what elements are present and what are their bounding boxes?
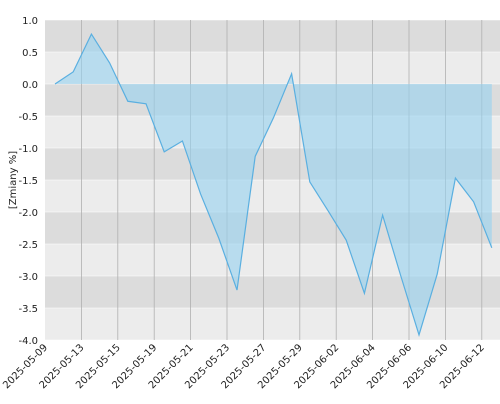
y-tick-label: 0.5 [22,48,38,59]
y-tick-label: -2.0 [18,208,38,219]
y-tick-label: -2.5 [18,240,38,251]
y-tick-label: 0.0 [22,80,38,91]
y-tick-label: -1.0 [18,144,38,155]
band [45,20,500,52]
band [45,308,500,340]
line [54,32,493,337]
y-tick-label: 1.0 [22,16,38,27]
y-axis-label: [Zmiany %] [8,151,19,209]
y-tick-label: -1.5 [18,176,38,187]
y-tick-label: -3.5 [18,304,38,315]
y-tick-label: -3.0 [18,272,38,283]
y-tick-label: -0.5 [18,112,38,123]
area [55,34,492,335]
y-tick-label: -4.0 [18,336,38,347]
band [45,52,500,84]
